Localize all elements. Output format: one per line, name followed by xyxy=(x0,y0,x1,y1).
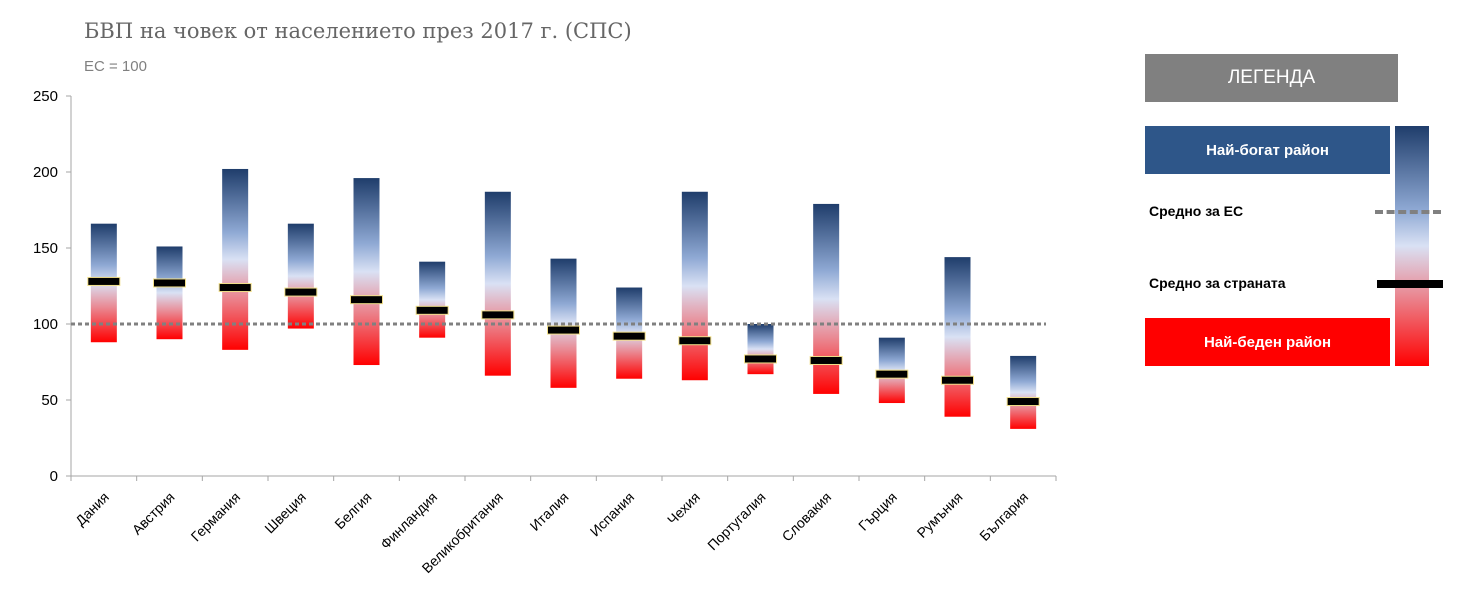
country-average-mark xyxy=(87,276,121,286)
country-average-mark xyxy=(678,336,712,346)
range-bar xyxy=(1010,355,1037,429)
country-average-mark xyxy=(875,369,909,379)
range-bar xyxy=(222,168,249,350)
x-tick-label: Румъния xyxy=(914,489,966,541)
country-average-mark xyxy=(481,310,515,320)
country-average-mark xyxy=(415,305,449,315)
country-average-mark xyxy=(284,287,318,297)
y-tick-label: 200 xyxy=(33,164,58,181)
x-tick-label: Финландия xyxy=(377,489,440,552)
y-tick-label: 100 xyxy=(33,316,58,333)
x-tick-label: Словакия xyxy=(779,489,835,545)
x-tick-label: Германия xyxy=(188,489,244,545)
range-bar xyxy=(353,178,380,366)
legend-country-average: Средно за страната xyxy=(1149,275,1286,291)
country-average-mark xyxy=(809,355,843,365)
legend-eu-dash xyxy=(1375,210,1441,214)
x-tick-label: Чехия xyxy=(664,489,703,528)
range-bar xyxy=(681,191,708,381)
x-tick-label: Италия xyxy=(527,489,572,534)
range-bar xyxy=(747,324,774,375)
legend-richest: Най-богат район xyxy=(1145,126,1390,174)
chart-title: БВП на човек от населението през 2017 г.… xyxy=(84,19,632,43)
x-tick-label: Австрия xyxy=(129,489,178,538)
country-average-marks xyxy=(87,276,1040,407)
country-average-mark xyxy=(612,331,646,341)
x-tick-label: България xyxy=(976,489,1031,544)
y-tick-label: 250 xyxy=(33,88,58,105)
y-tick-label: 150 xyxy=(33,240,58,257)
country-average-mark xyxy=(941,375,974,385)
x-tick-label: Испания xyxy=(587,489,638,540)
x-tick-label: Швеция xyxy=(261,489,309,537)
range-bar xyxy=(419,261,446,338)
country-average-mark xyxy=(1006,397,1040,407)
country-average-mark xyxy=(153,278,186,288)
legend-gradient-bar xyxy=(1395,126,1429,366)
range-bar xyxy=(287,223,314,329)
x-tick-label: Португалия xyxy=(704,489,768,553)
legend-poorest: Най-беден район xyxy=(1145,318,1390,366)
range-bar xyxy=(944,257,971,417)
x-tick-label: Гърция xyxy=(855,489,900,534)
y-tick-label: 50 xyxy=(41,392,58,409)
bars xyxy=(90,168,1037,429)
range-bar xyxy=(484,191,511,376)
y-tick-label: 0 xyxy=(50,468,58,485)
range-bar xyxy=(813,203,840,394)
x-tick-labels: Дания Австрия Германия Швеция Белгия Финланди… xyxy=(72,489,1031,576)
legend-eu-average: Средно за ЕС xyxy=(1149,203,1244,219)
legend-header: ЛЕГЕНДА xyxy=(1145,54,1398,102)
country-average-mark xyxy=(744,354,777,364)
x-tick-label: Белгия xyxy=(331,489,374,532)
x-tick-label: Дания xyxy=(72,489,112,529)
country-average-mark xyxy=(218,283,252,293)
country-average-mark xyxy=(350,295,383,305)
legend-country-mark xyxy=(1377,280,1443,288)
axes: 0 50 100 150 200 250 xyxy=(33,88,1057,485)
chart-subtitle: ЕС = 100 xyxy=(84,58,147,75)
country-average-mark xyxy=(547,325,580,335)
